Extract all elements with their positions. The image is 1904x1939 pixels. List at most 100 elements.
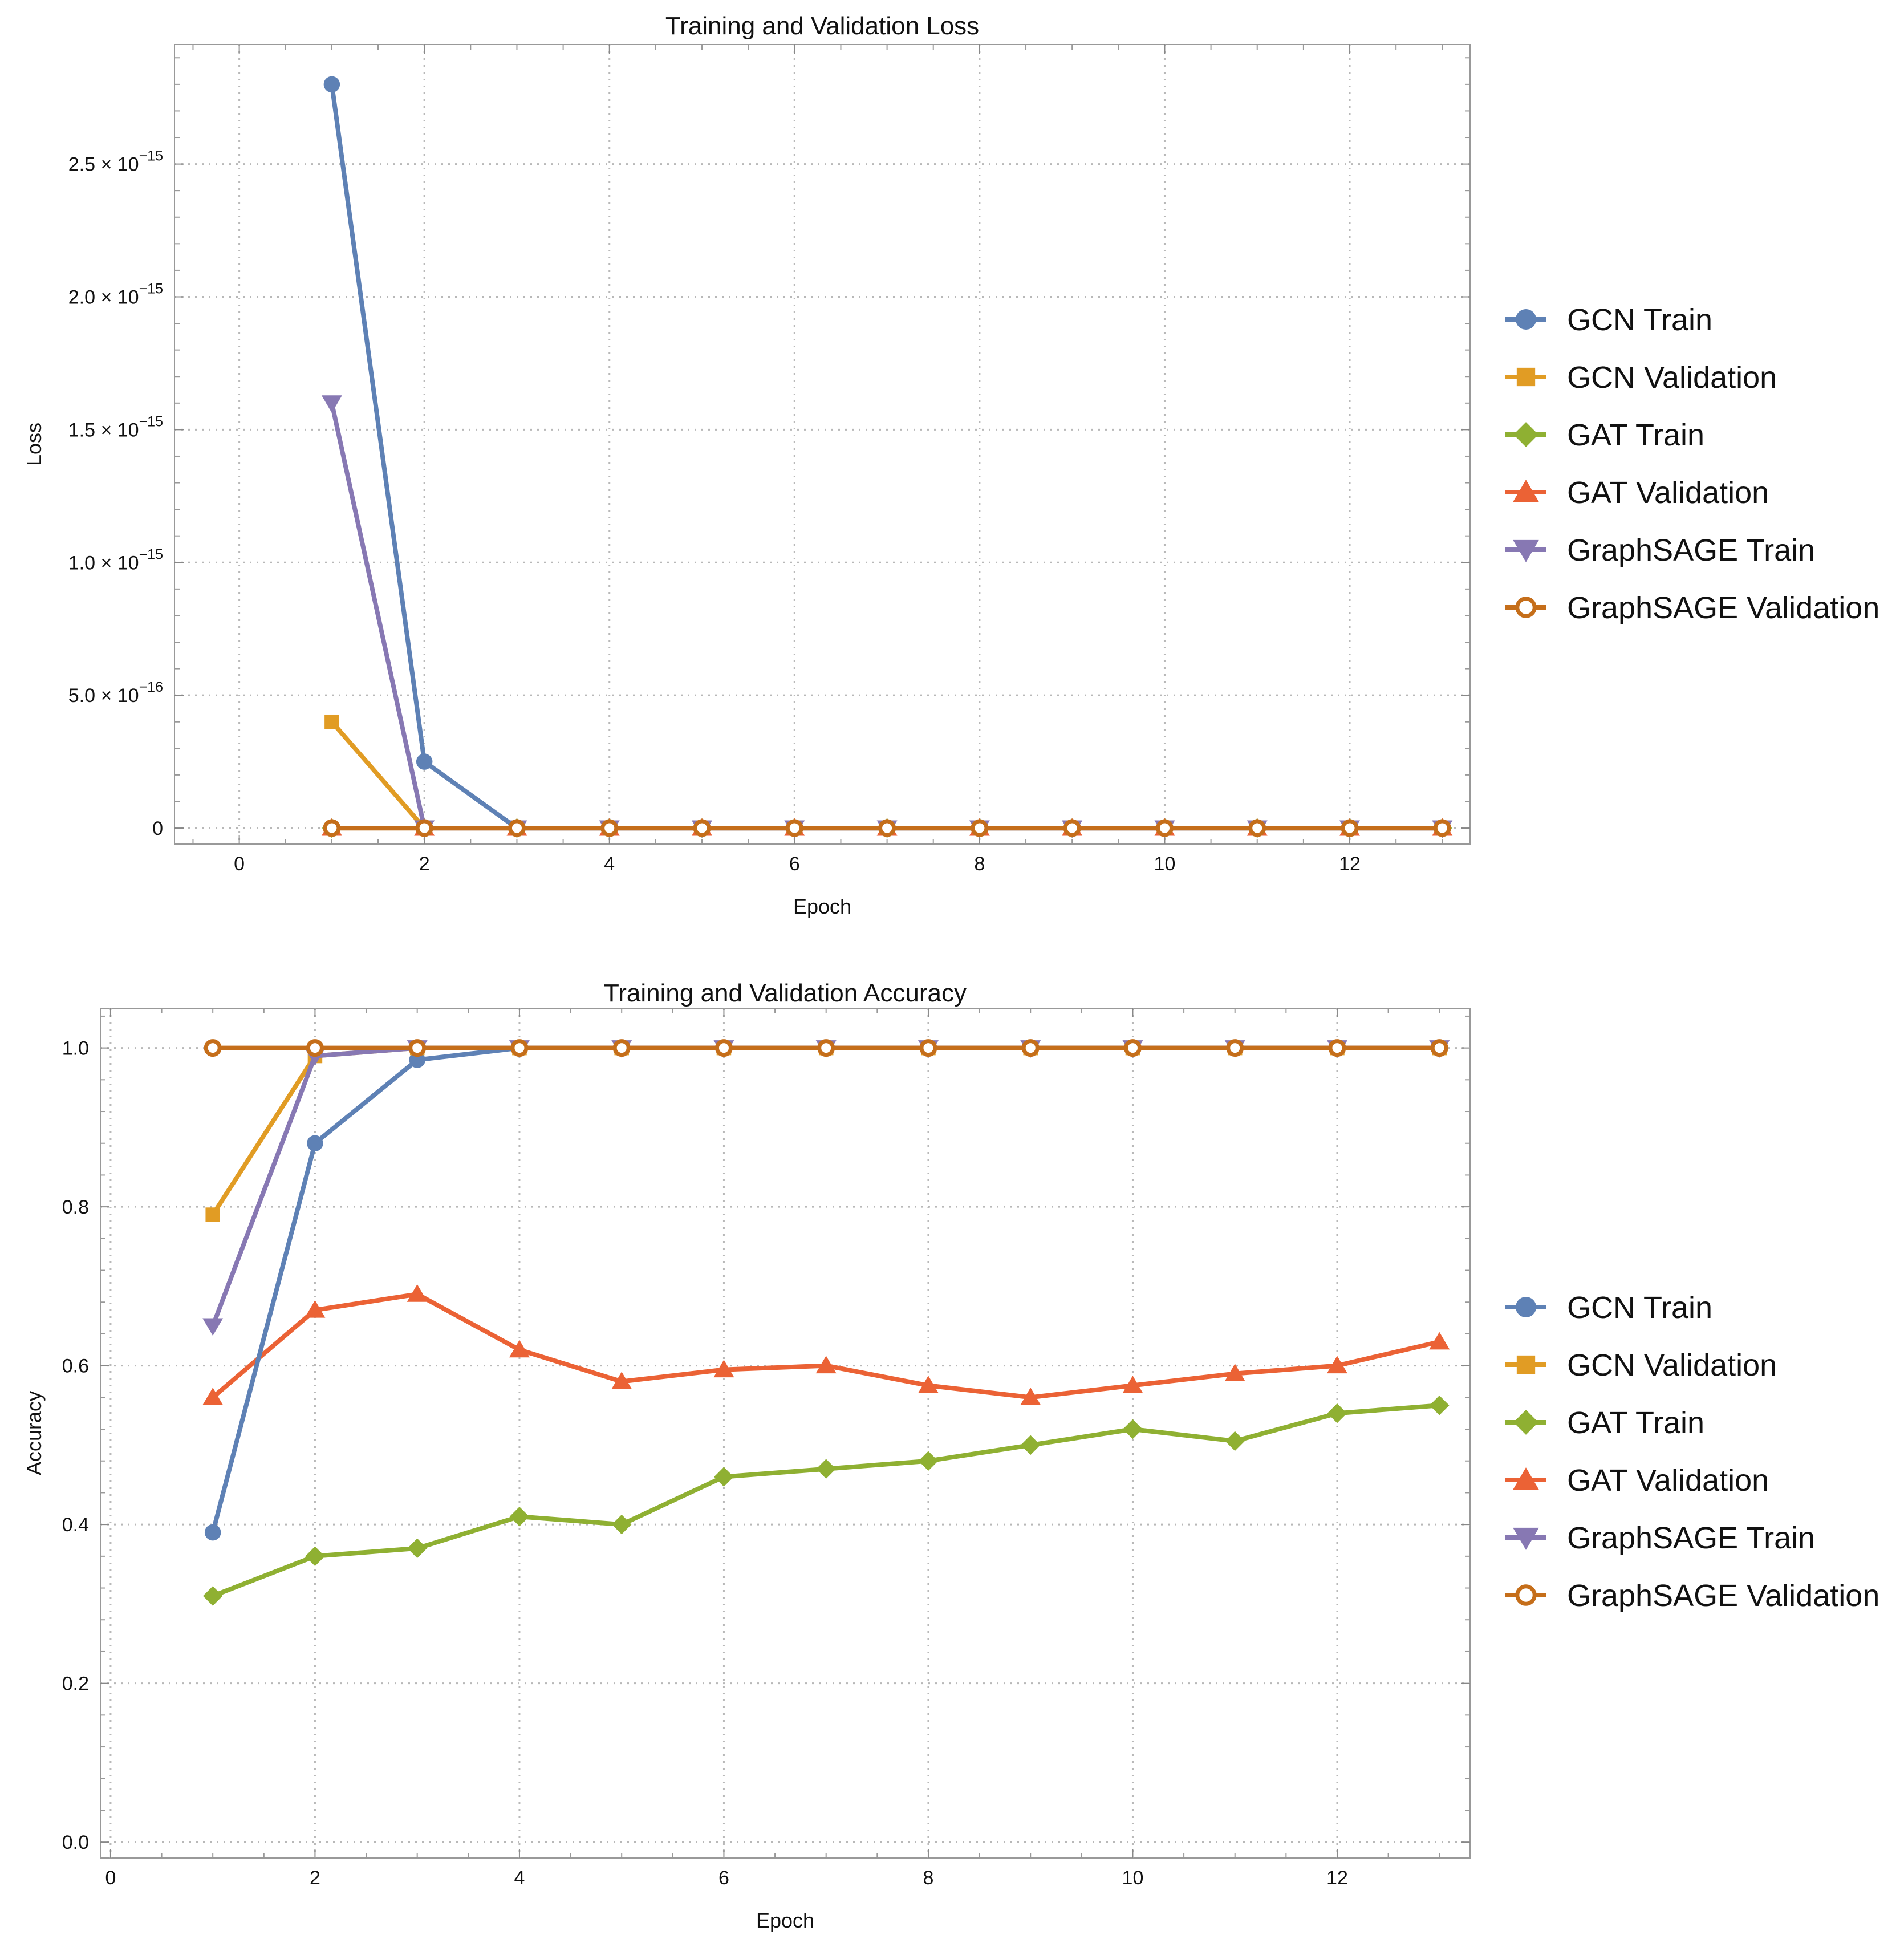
accuracy-point-graphsage-validation	[1123, 1039, 1142, 1057]
accuracy-point-gat-train	[407, 1538, 427, 1559]
accuracy-legend-marker	[1515, 1584, 1537, 1606]
accuracy-point-graphsage-validation	[817, 1039, 835, 1057]
loss-point-gcn-train	[416, 753, 433, 770]
accuracy-y-axis-label: Accuracy	[22, 1391, 46, 1475]
loss-y-tick-mantissa: 5.0 × 10	[68, 685, 139, 707]
loss-point-graphsage-validation	[1433, 819, 1451, 837]
loss-y-tick-exponent: −15	[139, 148, 163, 164]
loss-y-tick-mantissa: 1.5 × 10	[68, 419, 139, 441]
loss-point-gcn-train	[323, 76, 340, 93]
loss-point-graphsage-validation	[1155, 819, 1174, 837]
loss-point-graphsage-validation	[1248, 819, 1266, 837]
loss-legend-marker	[1513, 422, 1538, 447]
accuracy-y-tick-label: 0.4	[62, 1514, 89, 1536]
accuracy-x-tick-label: 0	[105, 1867, 116, 1889]
accuracy-y-tick-label: 1.0	[62, 1038, 89, 1060]
accuracy-legend-label: GAT Validation	[1567, 1463, 1769, 1498]
accuracy-point-gat-train	[714, 1467, 734, 1487]
accuracy-point-graphsage-validation	[408, 1039, 427, 1057]
accuracy-legend-label: GAT Train	[1567, 1406, 1704, 1440]
loss-legend-item-gcn-train: GCN Train	[1505, 303, 1712, 337]
loss-y-tick-label: 0	[152, 818, 163, 839]
accuracy-point-gat-train	[1327, 1403, 1347, 1423]
accuracy-legend-label: GraphSAGE Train	[1567, 1521, 1815, 1555]
accuracy-point-graphsage-train	[202, 1318, 224, 1336]
loss-point-graphsage-validation	[878, 819, 896, 837]
accuracy-point-gat-validation	[611, 1372, 632, 1389]
accuracy-x-tick-label: 10	[1122, 1867, 1144, 1889]
accuracy-y-tick-label: 0.0	[62, 1832, 89, 1853]
accuracy-x-axis-label: Epoch	[756, 1909, 814, 1932]
accuracy-x-tick-label: 2	[310, 1867, 320, 1889]
loss-plot-frame	[174, 44, 1471, 845]
loss-y-tick-exponent: −15	[139, 413, 163, 429]
accuracy-x-tick-label: 4	[514, 1867, 525, 1889]
accuracy-legend-label: GraphSAGE Validation	[1567, 1579, 1879, 1613]
accuracy-chart-title: Training and Validation Accuracy	[604, 979, 967, 1007]
accuracy-y-tick-label: 0.6	[62, 1356, 89, 1377]
accuracy-point-graphsage-validation	[919, 1039, 937, 1057]
loss-y-tick-label: 1.5 × 10−15	[68, 413, 163, 441]
accuracy-point-gat-validation	[1429, 1332, 1450, 1350]
loss-chart: 0 2 4 6 8 10 12 05.0 × 10−161.0 × 10−151.5 × 1…	[22, 12, 1879, 918]
accuracy-legend-item-graphsage-validation: GraphSAGE Validation	[1505, 1579, 1879, 1613]
loss-point-graphsage-validation	[693, 819, 711, 837]
accuracy-point-gat-validation	[1326, 1356, 1347, 1374]
accuracy-point-gat-validation	[1020, 1388, 1041, 1405]
loss-point-graphsage-validation	[415, 819, 433, 837]
accuracy-point-gat-validation	[918, 1376, 939, 1393]
loss-legend-label: GraphSAGE Validation	[1567, 591, 1879, 625]
accuracy-legend-item-gcn-train: GCN Train	[1505, 1291, 1712, 1325]
loss-point-graphsage-train	[321, 395, 342, 413]
loss-chart-title: Training and Validation Loss	[665, 12, 979, 40]
loss-legend-label: GraphSAGE Train	[1567, 533, 1815, 567]
accuracy-point-gat-validation	[815, 1356, 837, 1374]
accuracy-point-gat-train	[1123, 1419, 1143, 1439]
accuracy-x-tick-label: 8	[923, 1867, 933, 1889]
loss-y-tick-exponent: −16	[139, 679, 163, 695]
loss-y-tick-label: 5.0 × 10−16	[68, 679, 163, 707]
loss-legend-item-gat-validation: GAT Validation	[1505, 476, 1769, 510]
loss-legend-label: GCN Validation	[1567, 360, 1777, 395]
accuracy-legend-label: GCN Train	[1567, 1291, 1712, 1325]
accuracy-series-gat-train	[202, 1396, 1450, 1606]
accuracy-y-tick-label: 0.8	[62, 1196, 89, 1218]
accuracy-point-graphsage-validation	[1226, 1039, 1244, 1057]
loss-x-tick-label: 0	[234, 853, 245, 875]
accuracy-point-graphsage-validation	[510, 1039, 529, 1057]
accuracy-legend-marker	[1516, 1355, 1536, 1374]
accuracy-point-graphsage-validation	[1021, 1039, 1040, 1057]
accuracy-point-gat-validation	[1122, 1376, 1143, 1393]
loss-y-tick-label: 1.0 × 10−15	[68, 546, 163, 574]
loss-legend-item-graphsage-validation: GraphSAGE Validation	[1505, 591, 1879, 625]
loss-y-tick-exponent: −15	[139, 281, 163, 297]
accuracy-point-gat-train	[1225, 1431, 1245, 1451]
accuracy-series-gat-validation	[202, 1284, 1450, 1405]
loss-legend-label: GAT Validation	[1567, 476, 1769, 510]
accuracy-point-gcn-train	[307, 1135, 323, 1151]
accuracy-point-graphsage-validation	[612, 1039, 631, 1057]
loss-legend-item-gcn-validation: GCN Validation	[1505, 360, 1777, 395]
accuracy-point-gat-train	[611, 1514, 632, 1535]
accuracy-point-graphsage-validation	[204, 1039, 222, 1057]
loss-x-tick-label: 10	[1154, 853, 1176, 875]
loss-y-tick-mantissa: 1.0 × 10	[68, 552, 139, 574]
accuracy-legend-marker	[1513, 1527, 1539, 1550]
loss-legend-label: GCN Train	[1567, 303, 1712, 337]
loss-legend-item-gat-train: GAT Train	[1505, 418, 1704, 452]
accuracy-legend-item-gat-train: GAT Train	[1505, 1406, 1704, 1440]
loss-series-graphsage-validation	[323, 819, 1451, 837]
loss-point-graphsage-validation	[785, 819, 803, 837]
loss-point-graphsage-validation	[1341, 819, 1359, 837]
loss-legend: GCN Train GCN Validation GAT Train GAT Vali…	[1505, 303, 1879, 625]
loss-x-axis-label: Epoch	[793, 895, 851, 918]
accuracy-point-gcn-train	[204, 1524, 221, 1541]
loss-x-tick-label: 6	[789, 853, 800, 875]
accuracy-chart: 0 2 4 6 8 10 12 0.0 0.2 0.4 0.6 0.8 1.0 Training an…	[22, 979, 1879, 1932]
loss-legend-marker	[1515, 597, 1537, 618]
accuracy-point-gat-validation	[1224, 1364, 1245, 1382]
loss-legend-marker	[1515, 309, 1537, 330]
accuracy-legend: GCN Train GCN Validation GAT Train GAT Vali…	[1505, 1291, 1879, 1613]
loss-y-tick-label: 2.0 × 10−15	[68, 281, 163, 308]
